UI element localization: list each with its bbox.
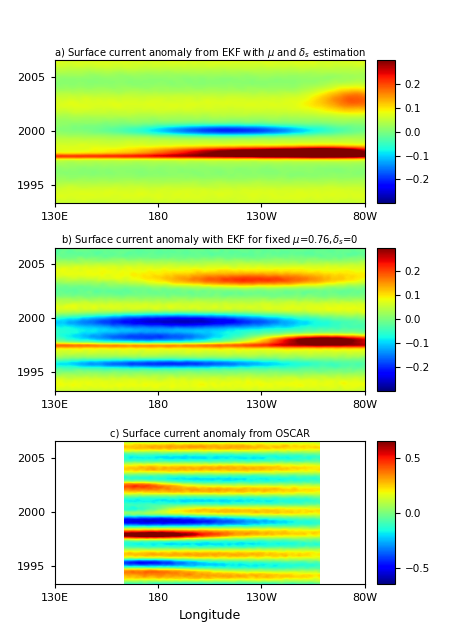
X-axis label: Longitude: Longitude	[179, 609, 241, 622]
Title: c) Surface current anomaly from OSCAR: c) Surface current anomaly from OSCAR	[110, 429, 310, 439]
Title: b) Surface current anomaly with EKF for fixed $\mu$=0.76,$\delta_s$=0: b) Surface current anomaly with EKF for …	[61, 234, 358, 248]
Title: a) Surface current anomaly from EKF with $\mu$ and $\delta_s$ estimation: a) Surface current anomaly from EKF with…	[54, 46, 366, 60]
